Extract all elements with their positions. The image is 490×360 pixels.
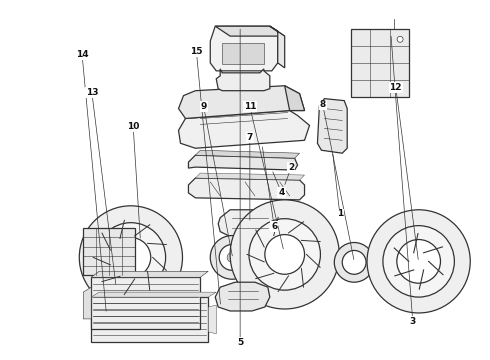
Circle shape [265, 235, 305, 274]
Text: 10: 10 [127, 122, 139, 131]
Circle shape [210, 235, 254, 279]
Circle shape [367, 210, 470, 313]
Text: 7: 7 [246, 132, 253, 141]
Circle shape [334, 243, 374, 282]
Text: 1: 1 [337, 210, 343, 219]
Circle shape [383, 226, 454, 297]
Polygon shape [178, 111, 310, 148]
Polygon shape [178, 86, 305, 118]
Circle shape [249, 219, 320, 290]
Circle shape [79, 206, 182, 309]
Circle shape [342, 251, 366, 274]
Polygon shape [83, 287, 91, 319]
Circle shape [96, 223, 166, 292]
Text: 12: 12 [390, 83, 402, 92]
Text: 3: 3 [410, 316, 416, 325]
Text: 4: 4 [278, 188, 285, 197]
Polygon shape [208, 305, 216, 334]
Bar [351, 29, 409, 96]
Polygon shape [189, 178, 305, 200]
Text: 14: 14 [76, 50, 88, 59]
Circle shape [230, 200, 339, 309]
Polygon shape [318, 99, 347, 153]
Polygon shape [210, 26, 278, 71]
Text: 13: 13 [86, 88, 98, 97]
Polygon shape [215, 26, 285, 36]
Polygon shape [196, 150, 299, 158]
Polygon shape [285, 86, 305, 111]
Polygon shape [222, 43, 264, 64]
Bar [83, 228, 135, 275]
Polygon shape [91, 271, 208, 277]
Text: 15: 15 [190, 47, 203, 56]
Circle shape [111, 238, 151, 277]
Text: 2: 2 [288, 163, 294, 172]
Circle shape [397, 36, 403, 42]
Polygon shape [91, 292, 216, 297]
Polygon shape [196, 173, 305, 180]
Circle shape [219, 244, 245, 270]
Polygon shape [216, 69, 270, 91]
Text: 11: 11 [244, 102, 256, 111]
Circle shape [227, 252, 237, 262]
Bar [91, 277, 200, 329]
Bar [91, 297, 208, 342]
Polygon shape [189, 155, 297, 170]
Text: 6: 6 [271, 222, 277, 231]
Polygon shape [270, 26, 285, 68]
Polygon shape [215, 282, 270, 311]
Text: 9: 9 [200, 102, 207, 111]
Text: 5: 5 [237, 338, 243, 347]
Circle shape [397, 239, 441, 283]
Text: 8: 8 [319, 100, 326, 109]
Polygon shape [218, 210, 280, 238]
